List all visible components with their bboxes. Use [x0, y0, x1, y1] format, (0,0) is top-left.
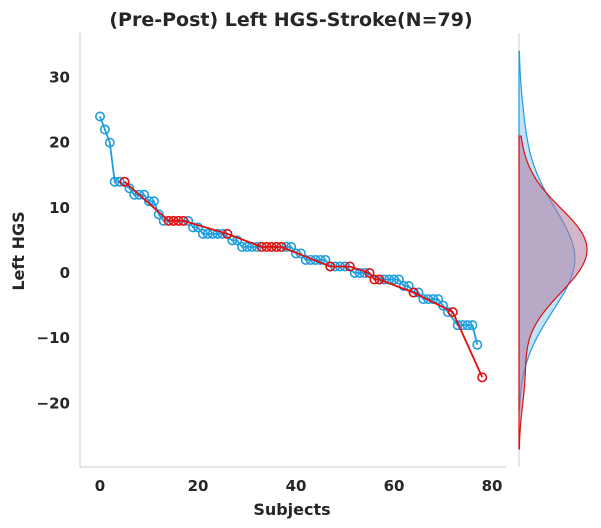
data-point	[398, 281, 409, 292]
series-line	[99, 116, 479, 345]
data-point	[369, 274, 380, 285]
data-point	[134, 189, 145, 200]
y-tick-label: 20	[49, 134, 70, 152]
series-blue	[95, 111, 483, 350]
data-point	[212, 228, 223, 239]
data-point	[393, 274, 404, 285]
data-point	[237, 241, 248, 252]
x-tick-label: 80	[482, 477, 503, 495]
data-point	[178, 215, 189, 226]
data-point	[467, 320, 478, 331]
data-point	[109, 176, 120, 187]
data-point	[148, 196, 159, 207]
data-point	[119, 176, 130, 187]
data-point	[202, 228, 213, 239]
data-point	[261, 241, 272, 252]
data-point	[462, 320, 473, 331]
data-point	[290, 248, 301, 259]
data-point	[374, 274, 385, 285]
data-point	[477, 372, 488, 383]
kde-curve-red	[518, 135, 588, 450]
data-point	[354, 267, 365, 278]
data-point	[242, 241, 253, 252]
x-tick-label: 20	[188, 477, 209, 495]
data-point	[163, 215, 174, 226]
data-point	[364, 267, 375, 278]
series-red	[119, 176, 488, 383]
series-layer	[95, 111, 488, 383]
y-tick-label: −20	[37, 394, 70, 412]
data-point	[325, 261, 336, 272]
series-line	[123, 181, 484, 378]
data-point	[423, 294, 434, 305]
data-point	[388, 274, 399, 285]
data-point	[271, 241, 282, 252]
y-tick-label: 10	[49, 199, 70, 217]
x-tick-label: 60	[384, 477, 405, 495]
data-point	[472, 339, 483, 350]
y-tick-label: 0	[60, 264, 70, 282]
data-point	[310, 254, 321, 265]
chart-title: (Pre-Post) Left HGS-Stroke(N=79)	[109, 9, 472, 31]
data-point	[344, 261, 355, 272]
data-point	[114, 176, 125, 187]
x-tick-label: 0	[95, 477, 105, 495]
data-point	[276, 241, 287, 252]
y-tick-labels: 30 20 10 0 −10 −20	[37, 68, 70, 412]
data-point	[99, 124, 110, 135]
data-point	[153, 209, 164, 220]
x-axis-label: Subjects	[253, 500, 330, 519]
data-point	[408, 287, 419, 298]
data-point	[104, 137, 115, 148]
data-point	[256, 241, 267, 252]
y-tick-label: 30	[49, 68, 70, 86]
data-point	[222, 228, 233, 239]
y-axis-label: Left HGS	[9, 211, 28, 290]
data-point	[197, 228, 208, 239]
y-tick-label: −10	[37, 329, 70, 347]
data-point	[168, 215, 179, 226]
main-axes	[79, 33, 506, 468]
x-tick-labels: 0 20 40 60 80	[95, 477, 503, 495]
data-point	[266, 241, 277, 252]
data-point	[193, 222, 204, 233]
data-point	[144, 196, 155, 207]
x-tick-label: 40	[286, 477, 307, 495]
data-point	[173, 215, 184, 226]
data-point	[232, 235, 243, 246]
data-point	[447, 307, 458, 318]
data-point	[433, 294, 444, 305]
data-point	[95, 111, 106, 122]
marginal-kde	[518, 33, 588, 467]
data-point	[124, 183, 135, 194]
